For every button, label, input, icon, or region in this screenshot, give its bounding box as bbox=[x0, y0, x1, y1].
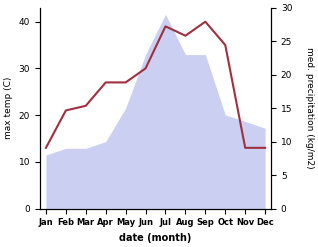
Y-axis label: med. precipitation (kg/m2): med. precipitation (kg/m2) bbox=[305, 47, 314, 169]
X-axis label: date (month): date (month) bbox=[119, 233, 192, 243]
Y-axis label: max temp (C): max temp (C) bbox=[4, 77, 13, 139]
